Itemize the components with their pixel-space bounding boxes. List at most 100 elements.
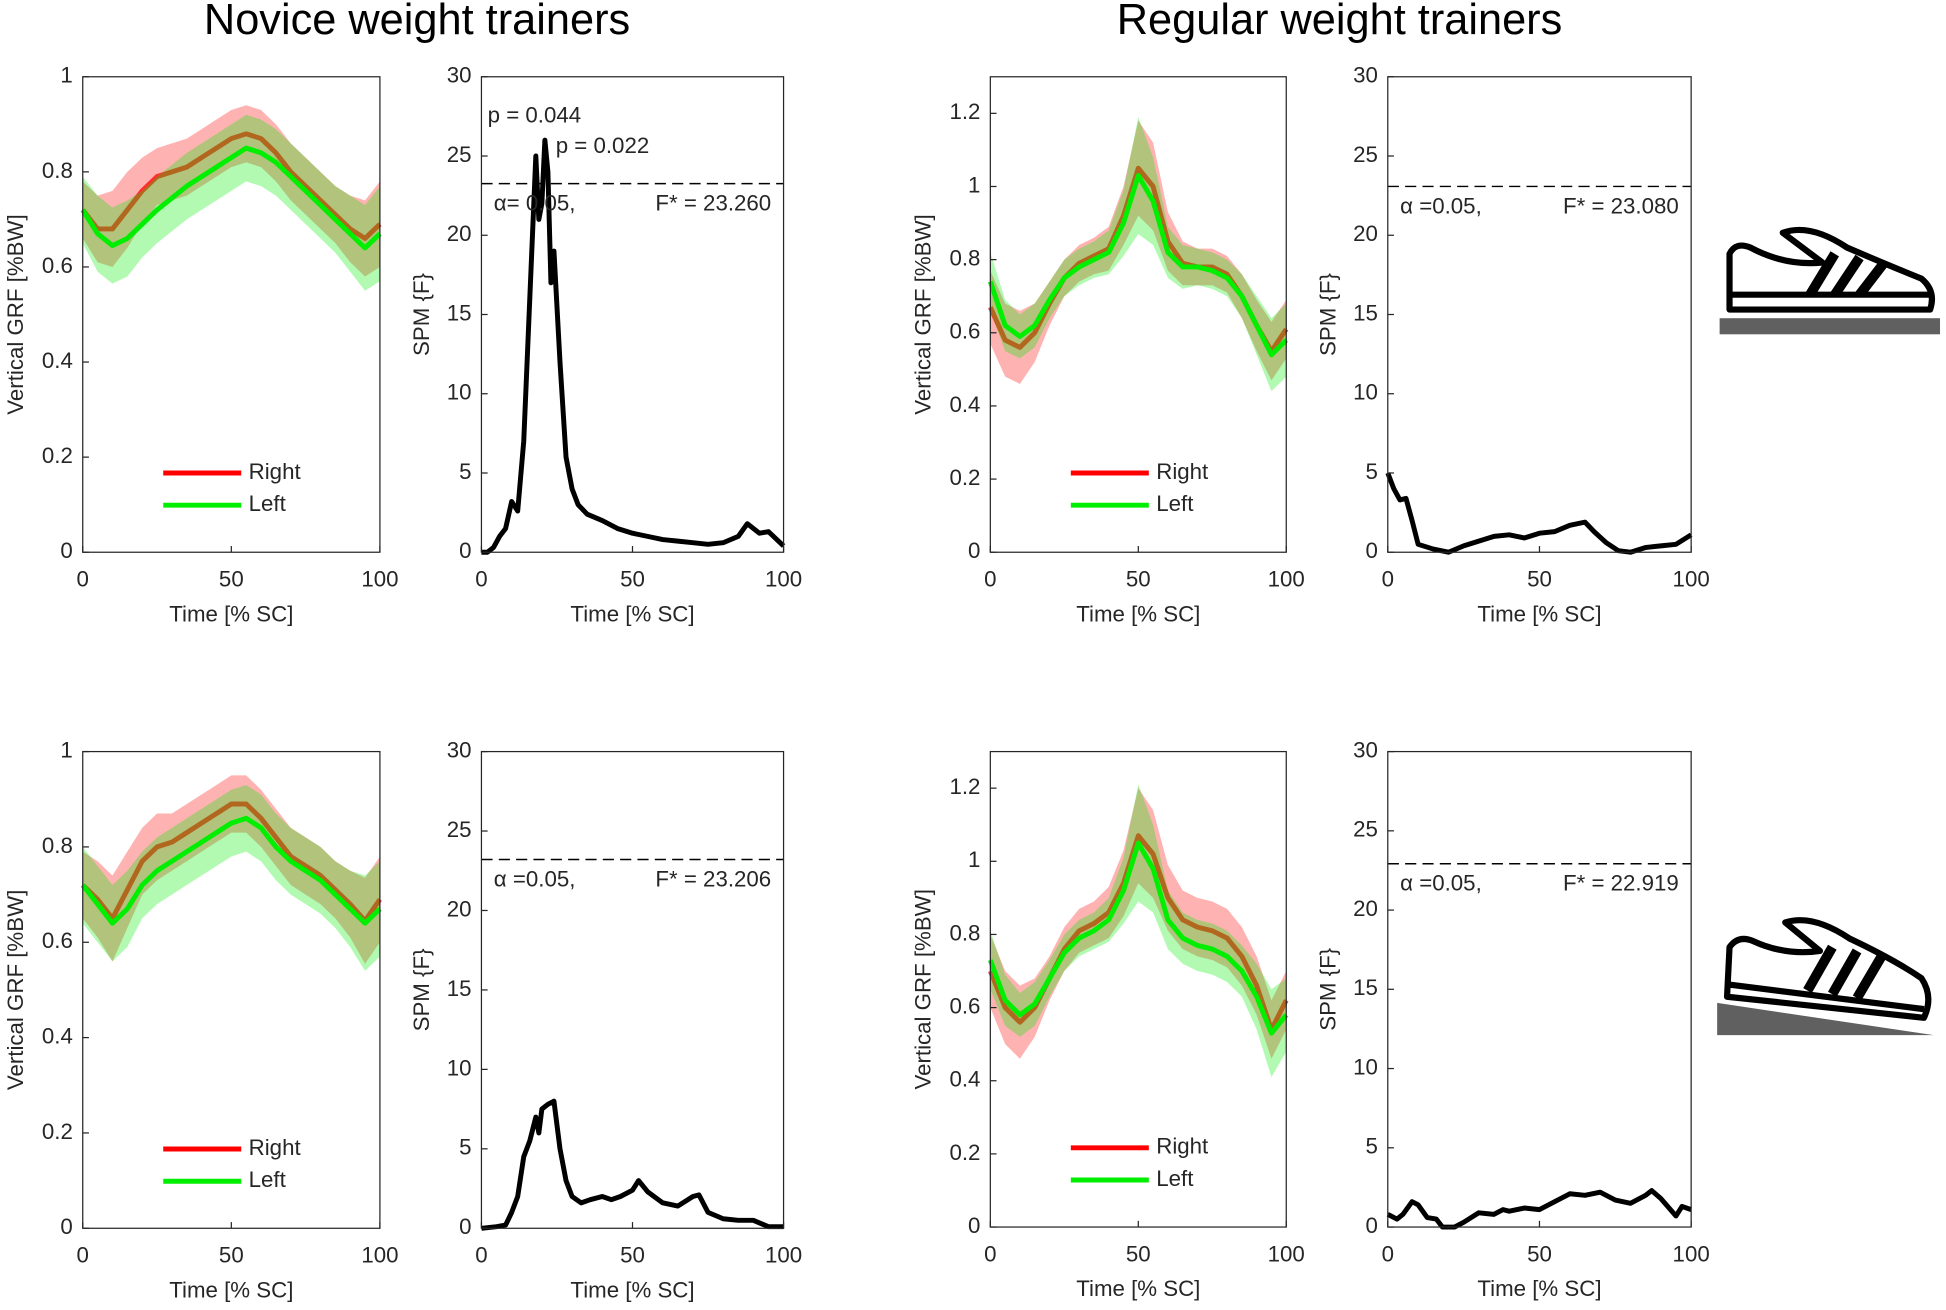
- plot-area: [1387, 76, 1692, 553]
- sd-band: [82, 105, 380, 277]
- y-tick-label: 0: [459, 538, 471, 563]
- y-tick-label: 15: [1353, 975, 1378, 1000]
- y-axis-label: SPM {F}: [1315, 272, 1340, 355]
- x-tick-label: 50: [1126, 1241, 1151, 1266]
- y-tick-label: 15: [447, 300, 472, 325]
- x-tick-label: 0: [984, 567, 996, 592]
- y-tick-label: 0: [60, 1214, 72, 1239]
- x-tick-label: 100: [361, 1243, 398, 1268]
- x-tick-label: 0: [77, 567, 89, 592]
- alpha-label: α =0.05,: [1400, 871, 1482, 896]
- x-tick-label: 0: [1382, 567, 1394, 592]
- x-tick-label: 50: [1527, 567, 1552, 592]
- alpha-label: α =0.05,: [494, 866, 576, 891]
- x-tick-label: 50: [1527, 1241, 1552, 1266]
- y-tick-label: 0.2: [949, 1140, 980, 1165]
- y-tick-label: 30: [447, 63, 472, 88]
- y-tick-label: 15: [447, 976, 472, 1001]
- plot-area: [481, 76, 784, 553]
- series-line: [481, 1098, 784, 1231]
- y-tick-label: 1.2: [949, 774, 980, 799]
- y-tick-label: 0.4: [42, 348, 73, 373]
- y-tick-label: 0.4: [949, 392, 980, 417]
- alpha-label: α= 0.05,: [494, 191, 576, 216]
- y-tick-label: 0: [1365, 1213, 1377, 1238]
- y-tick-label: 0.6: [42, 253, 73, 278]
- x-axis-label: Time [% SC]: [1477, 601, 1601, 626]
- y-tick-label: 0.6: [42, 928, 73, 953]
- x-tick-label: 50: [1126, 567, 1151, 592]
- y-tick-label: 5: [1365, 1134, 1377, 1159]
- y-tick-label: 0.6: [949, 319, 980, 344]
- legend-label: Right: [249, 459, 302, 484]
- x-tick-label: 100: [1268, 567, 1305, 592]
- axes-box: [82, 76, 381, 553]
- threshold-label: F* = 23.260: [655, 191, 771, 216]
- y-tick-label: 1: [60, 63, 72, 88]
- y-tick-label: 0.4: [42, 1023, 73, 1048]
- y-tick-label: 0: [968, 1213, 980, 1238]
- y-tick-label: 5: [1365, 459, 1377, 484]
- annotation: p = 0.022: [556, 133, 649, 158]
- series-line: [481, 137, 786, 555]
- series-line: [988, 840, 1289, 1036]
- x-axis-label: Time [% SC]: [1076, 1276, 1200, 1301]
- x-tick-label: 50: [219, 567, 244, 592]
- y-tick-label: 25: [447, 142, 472, 167]
- series-line: [80, 145, 382, 251]
- y-tick-label: 0.8: [949, 920, 980, 945]
- y-tick-label: 20: [1353, 221, 1378, 246]
- column-title: Regular weight trainers: [1117, 0, 1563, 44]
- x-tick-label: 100: [765, 1243, 802, 1268]
- y-tick-label: 20: [1353, 896, 1378, 921]
- plot-area: [481, 751, 784, 1229]
- sd-band: [82, 775, 380, 964]
- y-tick-label: 20: [447, 221, 472, 246]
- y-tick-label: 25: [447, 817, 472, 842]
- y-tick-label: 1: [968, 847, 980, 872]
- annotation: p = 0.044: [488, 102, 581, 127]
- y-axis-label: SPM {F}: [1315, 947, 1340, 1030]
- x-axis-label: Time [% SC]: [1076, 601, 1200, 626]
- threshold-label: F* = 23.206: [655, 866, 771, 891]
- y-tick-label: 0.8: [949, 246, 980, 271]
- legend-label: Left: [1156, 1166, 1194, 1191]
- sd-band: [82, 114, 380, 291]
- y-tick-label: 0.8: [42, 833, 73, 858]
- legend-label: Right: [249, 1135, 302, 1160]
- y-axis-label: Vertical GRF [%BW]: [3, 890, 28, 1090]
- shoe-flat: [1719, 226, 1941, 335]
- y-tick-label: 10: [1353, 380, 1378, 405]
- threshold-label: F* = 22.919: [1563, 871, 1679, 896]
- legend-label: Right: [1156, 1134, 1209, 1159]
- y-axis-label: Vertical GRF [%BW]: [3, 214, 28, 414]
- threshold-label: F* = 23.080: [1563, 193, 1679, 218]
- x-tick-label: 100: [1268, 1241, 1305, 1266]
- x-tick-label: 100: [361, 567, 398, 592]
- alpha-label: α =0.05,: [1400, 193, 1482, 218]
- legend-label: Left: [1156, 491, 1194, 516]
- axes-box: [989, 750, 1287, 1228]
- series-line: [81, 801, 382, 924]
- series-line: [1386, 1188, 1692, 1230]
- y-tick-label: 0.2: [42, 443, 73, 468]
- y-axis-label: Vertical GRF [%BW]: [911, 214, 936, 414]
- y-tick-label: 1: [60, 737, 72, 762]
- y-tick-label: 0.6: [949, 993, 980, 1018]
- y-tick-label: 1: [968, 172, 980, 197]
- y-tick-label: 15: [1353, 300, 1378, 325]
- x-tick-label: 0: [475, 1243, 487, 1268]
- y-tick-label: 10: [447, 380, 472, 405]
- legend-label: Left: [249, 491, 287, 516]
- sd-band: [990, 116, 1287, 392]
- y-tick-label: 0: [60, 538, 72, 563]
- y-tick-label: 25: [1353, 817, 1378, 842]
- x-tick-label: 0: [77, 1243, 89, 1268]
- y-tick-label: 1.2: [949, 99, 980, 124]
- x-tick-label: 100: [1673, 567, 1710, 592]
- legend-label: Right: [1156, 459, 1209, 484]
- x-tick-label: 100: [1673, 1241, 1710, 1266]
- series-line: [80, 815, 382, 926]
- y-axis-label: Vertical GRF [%BW]: [911, 889, 936, 1089]
